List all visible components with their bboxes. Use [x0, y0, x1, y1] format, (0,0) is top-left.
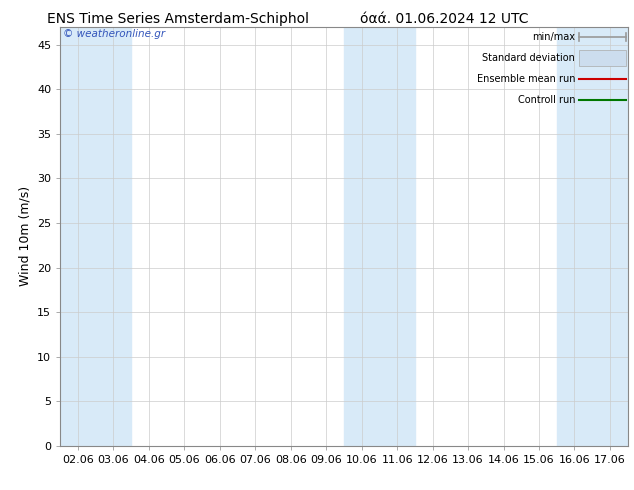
FancyBboxPatch shape: [579, 49, 626, 66]
Bar: [344, 27, 379, 446]
Text: Standard deviation: Standard deviation: [482, 53, 575, 63]
Text: Controll run: Controll run: [518, 95, 575, 105]
Bar: [592, 27, 628, 446]
Text: ENS Time Series Amsterdam-Schiphol: ENS Time Series Amsterdam-Schiphol: [46, 12, 309, 26]
Text: © weatheronline.gr: © weatheronline.gr: [63, 29, 165, 39]
Text: min/max: min/max: [532, 32, 575, 42]
Bar: [379, 27, 415, 446]
Bar: [96, 27, 131, 446]
Bar: [60, 27, 96, 446]
Text: Ensemble mean run: Ensemble mean run: [477, 74, 575, 84]
Bar: [557, 27, 592, 446]
Y-axis label: Wind 10m (m/s): Wind 10m (m/s): [18, 186, 32, 287]
Text: όαά. 01.06.2024 12 UTC: όαά. 01.06.2024 12 UTC: [359, 12, 528, 26]
